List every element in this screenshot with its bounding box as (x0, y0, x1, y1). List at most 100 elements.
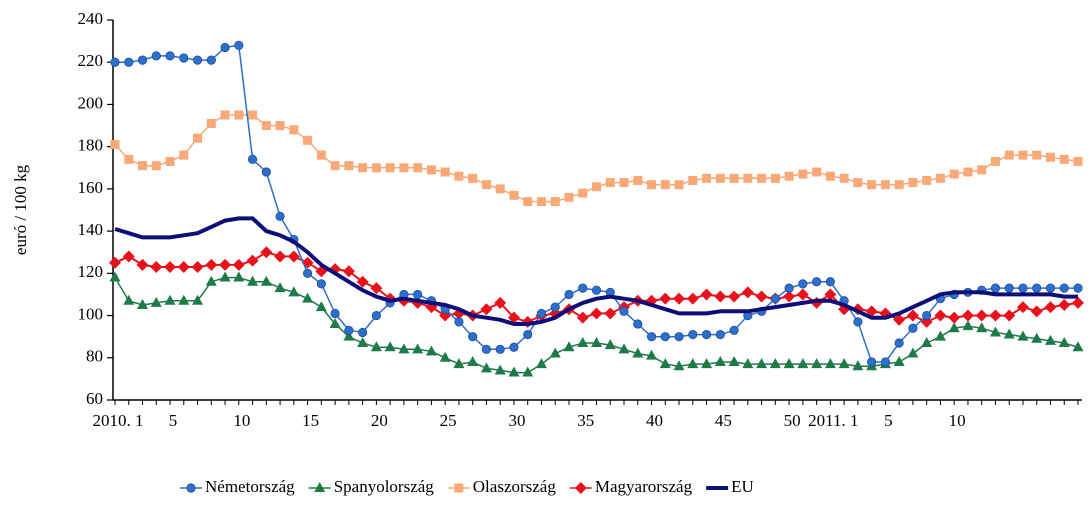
point (867, 180, 877, 190)
point (178, 294, 190, 305)
point (839, 173, 849, 183)
point (619, 178, 629, 188)
point (908, 323, 918, 333)
point (192, 55, 203, 65)
point (702, 173, 712, 183)
point (468, 332, 478, 342)
point (289, 125, 299, 135)
point (921, 337, 933, 347)
point (825, 171, 835, 181)
y-axis-label: euró / 100 kg (11, 164, 30, 255)
point (976, 322, 988, 333)
point (220, 42, 230, 53)
point (755, 290, 768, 303)
point (314, 482, 326, 492)
point (729, 325, 739, 335)
point (990, 156, 1000, 166)
point (165, 51, 175, 61)
point (922, 175, 932, 185)
point (124, 57, 134, 67)
point (302, 292, 314, 303)
point (563, 341, 575, 352)
point (977, 165, 987, 175)
point (192, 294, 204, 305)
point (934, 330, 946, 341)
point (1003, 309, 1016, 322)
point (798, 169, 808, 179)
point (604, 339, 616, 350)
point (688, 175, 698, 185)
x-tick-label: 2011. 1 (808, 411, 858, 430)
point (468, 173, 478, 183)
point (150, 296, 162, 307)
point (811, 358, 823, 369)
point (592, 182, 601, 192)
point (246, 254, 259, 267)
point (398, 343, 410, 354)
point (824, 288, 837, 301)
point (893, 313, 906, 326)
point (165, 156, 175, 166)
point (522, 366, 534, 377)
point (330, 308, 340, 319)
point (728, 290, 741, 303)
point (316, 150, 326, 160)
point (110, 57, 120, 67)
point (329, 318, 341, 328)
x-tick-label: 35 (577, 411, 594, 430)
point (164, 294, 176, 305)
point (948, 311, 961, 324)
point (370, 282, 383, 295)
point (1017, 330, 1029, 341)
point (1045, 152, 1055, 162)
point (356, 275, 369, 288)
point (234, 40, 244, 50)
point (714, 356, 726, 366)
point (564, 289, 574, 300)
x-tick-label: 25 (440, 411, 457, 430)
point (962, 320, 974, 331)
point (275, 211, 285, 221)
point (796, 288, 809, 301)
y-tick-label: 120 (78, 262, 104, 281)
point (619, 306, 629, 316)
point (509, 190, 519, 200)
point (302, 268, 313, 278)
point (399, 163, 409, 173)
point (1030, 305, 1043, 318)
point (948, 322, 960, 333)
point (564, 192, 574, 202)
point (220, 110, 230, 120)
y-tick-label: 220 (78, 51, 104, 70)
point (715, 329, 725, 340)
point (535, 358, 547, 369)
point (261, 121, 271, 131)
legend-label: Olaszország (473, 477, 557, 496)
legend-label: Németország (205, 477, 295, 496)
point (232, 258, 245, 271)
point (853, 317, 863, 327)
point (894, 338, 904, 348)
point (248, 110, 258, 120)
point (989, 309, 1002, 322)
point (688, 329, 698, 340)
point (1018, 150, 1028, 160)
point (770, 173, 780, 183)
point (893, 356, 905, 366)
point (949, 169, 959, 179)
point (647, 180, 657, 190)
point (783, 358, 795, 369)
y-tick-label: 200 (78, 93, 104, 112)
point (467, 356, 479, 366)
point (454, 483, 464, 493)
point (784, 283, 794, 293)
point (342, 265, 355, 278)
point (370, 341, 382, 352)
point (1031, 332, 1043, 343)
point (109, 256, 121, 269)
point (714, 290, 727, 303)
point (193, 133, 203, 143)
point (371, 163, 381, 173)
point (523, 329, 533, 340)
x-tick-label: 20 (371, 411, 388, 430)
